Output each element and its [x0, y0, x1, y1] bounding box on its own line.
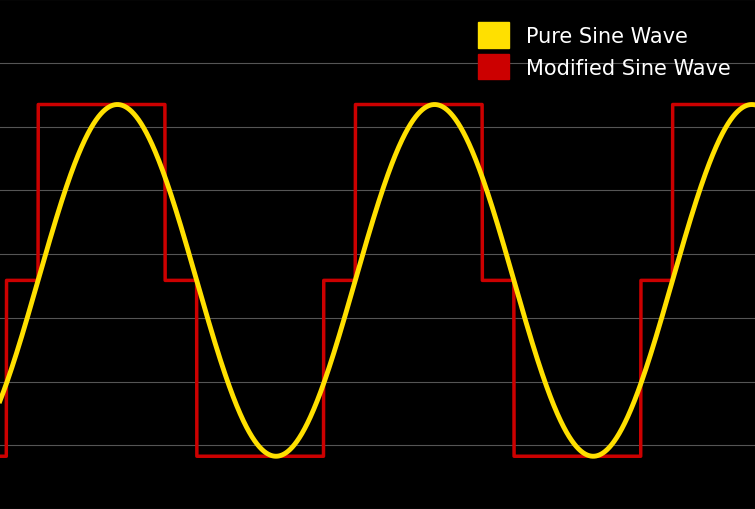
Legend: Pure Sine Wave, Modified Sine Wave: Pure Sine Wave, Modified Sine Wave	[467, 13, 741, 91]
